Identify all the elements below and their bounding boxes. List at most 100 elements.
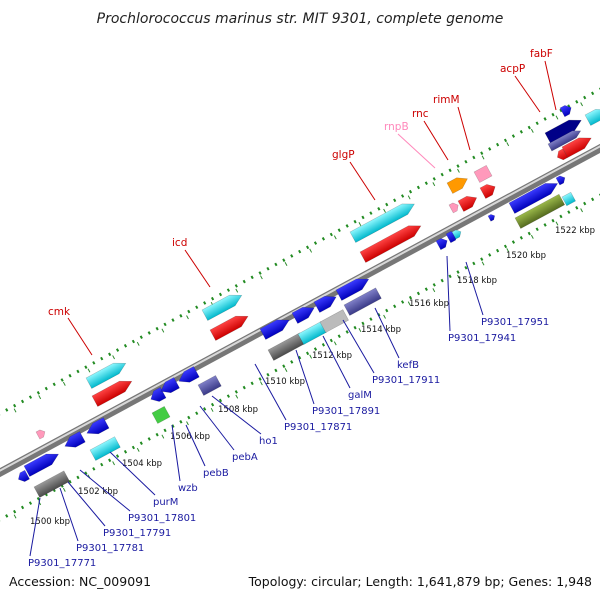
bottom-gene-label[interactable]: pebB [203,468,229,479]
scale-tick-label: 1500 kbp [30,517,70,527]
gene-purM-arrow[interactable] [84,417,110,439]
gene-P9301_17891-arrow[interactable] [259,315,292,340]
scale-tick-label: 1512 kbp [312,351,352,361]
scale-tick-label: 1518 kbp [457,276,497,286]
leader-line [184,249,211,288]
leader-line [185,424,206,467]
gene-acpP-red-arrow[interactable] [555,148,569,162]
bottom-gene-label[interactable]: ho1 [259,436,278,447]
top-gene-label[interactable]: glgP [332,149,355,161]
gene-acpP-arrow[interactable] [544,115,584,144]
gene-cmk-red-arrow[interactable] [91,376,135,407]
gene-glgP-arrow[interactable] [349,199,417,243]
top-gene-label[interactable]: rnpB [384,121,409,133]
top-gene-label[interactable]: icd [172,237,187,249]
gene-cyan-block[interactable] [297,321,327,345]
bottom-gene-label[interactable]: purM [153,497,178,508]
bottom-gene-label[interactable]: P9301_17781 [76,543,144,554]
dotted-guide-dash [0,198,600,527]
leader-line [457,106,471,151]
gene-P9301_17941-arrow[interactable] [435,236,450,251]
top-gene-label[interactable]: cmk [48,306,71,318]
gene-wzb-arrow[interactable] [89,436,121,461]
gene-rnc-arrow[interactable] [446,173,470,194]
gene-icd-red-arrow[interactable] [209,311,251,341]
gene-rnpB-arrow[interactable] [448,201,460,214]
bottom-gene-label[interactable]: galM [348,390,372,401]
bottom-gene-label[interactable]: P9301_17771 [28,558,96,569]
gene-kefB-arrow[interactable] [335,274,372,301]
leader-line [544,60,557,111]
gene-P9301_17771-arrow[interactable] [16,469,30,484]
scale-tick-label: 1504 kbp [122,459,162,469]
gene-P9301_17951-arrow[interactable] [487,213,496,222]
gene-fabF-arrow[interactable] [561,133,594,158]
gene-P9301_17801-arrow[interactable] [62,431,86,451]
top-gene-label[interactable]: acpP [500,63,525,75]
leader-line [171,424,181,482]
leader-line [59,487,79,542]
gene-galM-arrow[interactable] [291,303,317,324]
gene-olive-block[interactable] [514,193,566,229]
bottom-gene-label[interactable]: P9301_17791 [103,528,171,539]
gene-P9301_17791-arrow[interactable] [33,470,70,498]
bottom-gene-label[interactable]: P9301_17871 [284,422,352,433]
scale-tick-label: 1506 kbp [170,432,210,442]
scale-axis: 1500 kbp 1502 kbp 1504 kbp 1506 kbp 1508 kbp… [30,226,595,527]
gene-P9301_17871-green[interactable] [151,406,171,424]
leader-line [514,75,541,113]
scale-tick-label: 1510 kbp [265,377,305,387]
gene-features [16,103,600,498]
topology-text: Topology: circular; Length: 1,641,879 bp… [248,574,592,589]
bottom-gene-label[interactable]: kefB [397,360,419,371]
gene-cmk-arrow[interactable] [85,358,129,389]
dotted-guide-line [0,193,600,522]
leader-line [79,469,131,512]
leader-line [446,255,451,332]
top-gene-label[interactable]: rnc [412,108,429,120]
top-gene-label[interactable]: rimM [433,94,460,106]
scale-tick-label: 1508 kbp [218,405,258,415]
dotted-guides [0,87,600,527]
gene-big-blue-arrow[interactable] [508,178,560,214]
bottom-gene-label[interactable]: P9301_17911 [372,375,440,386]
gene-silver-block[interactable] [319,309,349,333]
genome-backbone-highlight [0,145,600,472]
gene-P9301_17941c-arrow[interactable] [451,228,463,240]
leader-line [199,405,235,451]
gene-navy-block[interactable] [343,287,382,316]
leader-line [67,317,93,356]
gene-fabF-blue-arrow[interactable] [559,103,574,118]
leader-line [465,261,484,316]
bottom-gene-label[interactable]: P9301_17951 [481,317,549,328]
bottom-gene-label[interactable]: pebA [232,452,258,463]
gene-P9301_17911-arrow[interactable] [313,292,339,313]
leader-line [322,335,351,389]
gene-rimM-red-arrow[interactable] [479,181,498,199]
gene-pebA-arrow[interactable] [158,377,180,396]
gene-acpP-navy-arrow[interactable] [547,127,583,152]
gene-rnc-red-arrow[interactable] [457,192,480,212]
leader-line [342,319,375,374]
bottom-gene-label[interactable]: wzb [178,483,198,494]
gene-ho1-arrow[interactable] [176,366,200,386]
top-gene-label[interactable]: fabF [530,48,553,60]
bottom-gene-labels: P9301_17771 P9301_17781 P9301_17791 P9301_1… [28,255,549,569]
gene-glgP-red-arrow[interactable] [359,221,424,263]
gene-P9301_17871-arrow[interactable] [197,375,222,396]
gene-P9301_17781-arrow[interactable] [23,449,61,477]
gene-fabF-cyan-arrow[interactable] [584,105,600,126]
gene-small-cyan-block[interactable] [561,191,576,207]
leader-line [211,395,262,435]
bottom-gene-label[interactable]: P9301_17891 [312,406,380,417]
gene-small-pink-arrow[interactable] [35,428,47,440]
bottom-gene-label[interactable]: P9301_17941 [448,333,516,344]
leader-line [349,161,376,201]
gene-rimM-arrow[interactable] [473,165,493,183]
gene-tiny-blue-arrow[interactable] [555,174,567,186]
gene-icd-arrow[interactable] [201,290,245,321]
bottom-gene-label[interactable]: P9301_17801 [128,513,196,524]
scale-tick-label: 1522 kbp [555,226,595,236]
